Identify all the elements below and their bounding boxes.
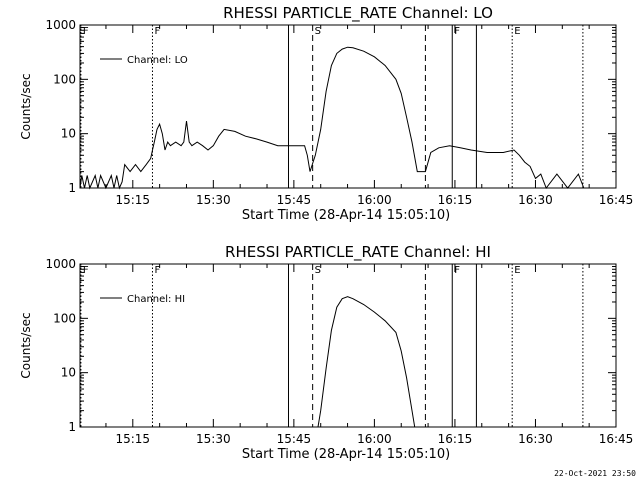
y-tick-label: 10 bbox=[61, 366, 76, 380]
x-tick-label: 15:45 bbox=[277, 432, 312, 446]
event-marker-label: F bbox=[83, 265, 89, 276]
event-marker-label: E bbox=[514, 26, 520, 37]
y-tick-label: 1000 bbox=[45, 18, 76, 32]
event-marker-label: F bbox=[154, 265, 160, 276]
event-marker-label: E bbox=[514, 265, 520, 276]
y-tick-label: 100 bbox=[53, 72, 76, 86]
x-tick-label: 15:15 bbox=[115, 432, 150, 446]
generation-timestamp: 22-Oct-2021 23:50 bbox=[554, 469, 636, 478]
x-tick-label: 15:15 bbox=[115, 193, 150, 207]
y-axis-label: Counts/sec bbox=[19, 312, 33, 378]
x-tick-label: 15:30 bbox=[196, 432, 231, 446]
event-marker-label: F bbox=[454, 265, 460, 276]
y-tick-label: 1 bbox=[68, 181, 76, 195]
series-line bbox=[79, 46, 585, 190]
y-tick-label: 100 bbox=[53, 311, 76, 325]
hi-channel-panel: RHESSI PARTICLE_RATE Channel: HI Counts/s… bbox=[19, 243, 633, 462]
x-tick-label: 16:30 bbox=[518, 432, 553, 446]
legend-label: Channel: LO bbox=[127, 55, 188, 66]
event-marker-label: F bbox=[154, 26, 160, 37]
event-marker-label: F bbox=[454, 26, 460, 37]
x-tick-label: 16:30 bbox=[518, 193, 553, 207]
y-tick-label: 10 bbox=[61, 127, 76, 141]
series-line bbox=[317, 296, 416, 428]
event-marker-label: S bbox=[315, 26, 321, 37]
x-tick-label: 16:00 bbox=[357, 193, 392, 207]
lo-channel-panel: RHESSI PARTICLE_RATE Channel: LO Counts/s… bbox=[19, 4, 633, 223]
x-tick-label: 16:45 bbox=[599, 193, 634, 207]
legend-label: Channel: HI bbox=[127, 294, 185, 305]
chart-title: RHESSI PARTICLE_RATE Channel: LO bbox=[223, 4, 493, 23]
x-tick-label: 16:00 bbox=[357, 432, 392, 446]
plot-frame bbox=[79, 24, 617, 189]
x-tick-label: 15:45 bbox=[277, 193, 312, 207]
event-marker-label: F bbox=[83, 26, 89, 37]
y-tick-label: 1 bbox=[68, 420, 76, 434]
x-tick-label: 15:30 bbox=[196, 193, 231, 207]
x-tick-label: 16:15 bbox=[438, 432, 473, 446]
plot-frame bbox=[79, 263, 617, 428]
x-axis-label: Start Time (28-Apr-14 15:05:10) bbox=[242, 208, 450, 223]
x-axis-label: Start Time (28-Apr-14 15:05:10) bbox=[242, 447, 450, 462]
x-tick-label: 16:45 bbox=[599, 432, 634, 446]
y-tick-label: 1000 bbox=[45, 257, 76, 271]
chart-title: RHESSI PARTICLE_RATE Channel: HI bbox=[225, 243, 491, 262]
event-marker-label: S bbox=[315, 265, 321, 276]
x-tick-label: 16:15 bbox=[438, 193, 473, 207]
y-axis-label: Counts/sec bbox=[19, 73, 33, 139]
